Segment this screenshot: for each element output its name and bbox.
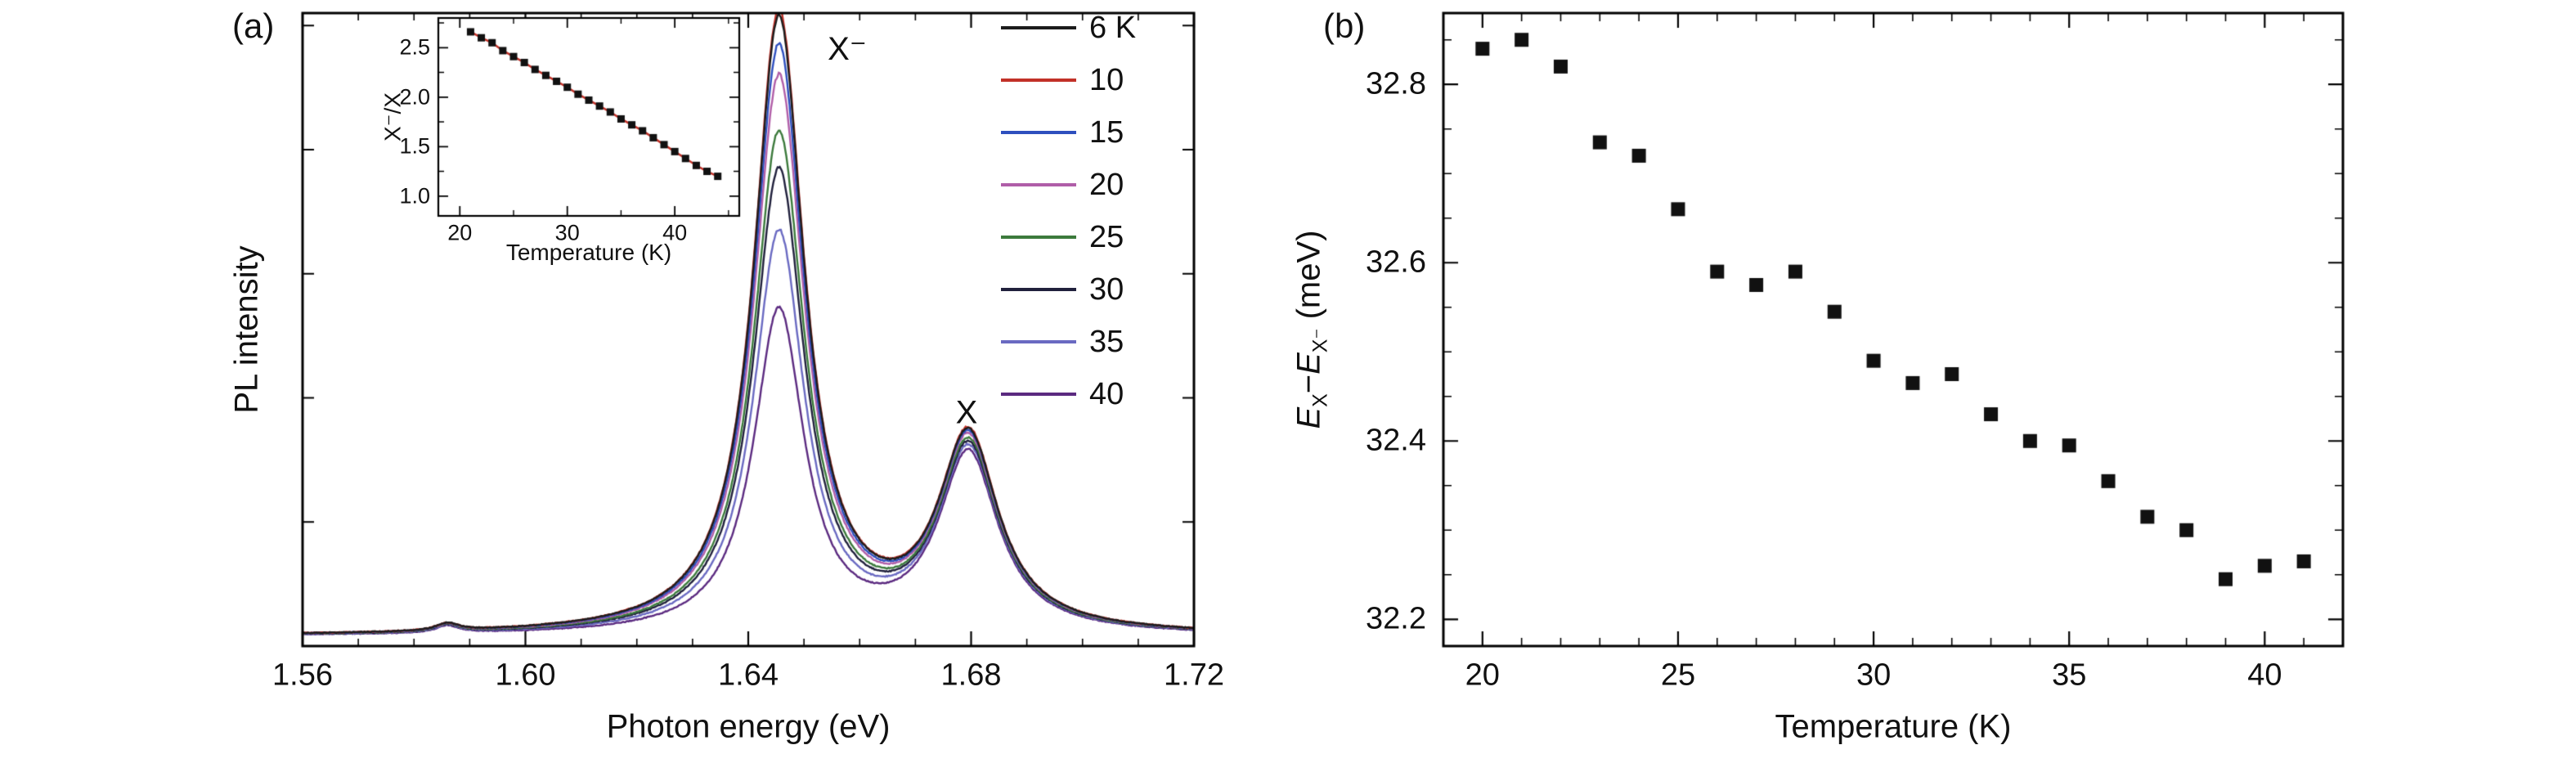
legend-label: 10	[1089, 62, 1124, 97]
legend-item: 30	[1001, 263, 1136, 316]
tick-label: 1.64	[718, 658, 779, 693]
legend-item: 40	[1001, 368, 1136, 420]
tick-label: 2.0	[399, 84, 430, 110]
panel-b-label: (b)	[1323, 7, 1366, 45]
legend-item: 20	[1001, 159, 1136, 211]
trion-peak-annotation: X⁻	[828, 31, 867, 67]
tick-label: 2.5	[399, 34, 430, 60]
legend-label: 35	[1089, 324, 1124, 359]
tick-label: 30	[1856, 658, 1892, 693]
legend-line-swatch	[1001, 79, 1076, 82]
tick-label: 32.6	[1366, 245, 1426, 280]
legend-line-swatch	[1001, 340, 1076, 343]
tick-label: 40	[2247, 658, 2282, 693]
legend-label: 30	[1089, 272, 1124, 307]
legend-item: 25	[1001, 211, 1136, 263]
tick-label: 20	[447, 220, 473, 245]
legend-label: 20	[1089, 167, 1124, 202]
legend-label: 25	[1089, 219, 1124, 254]
tick-label: 32.2	[1366, 601, 1426, 636]
panel-b-xlabel: Temperature (K)	[1775, 708, 2012, 745]
tick-label: 20	[1465, 658, 1500, 693]
tick-label: 32.4	[1366, 423, 1426, 458]
inset-xlabel: Temperature (K)	[505, 240, 672, 265]
legend-line-swatch	[1001, 393, 1076, 396]
panel-b-ylabel: EX−EX⁻ (meV)	[1291, 231, 1333, 429]
tick-label: 1.0	[399, 183, 430, 209]
tick-label: 1.68	[940, 658, 1002, 693]
panel-a-ylabel: PL intensity	[228, 245, 265, 414]
tick-label: 30	[554, 220, 580, 245]
panel-b-ylabel-sub1: X	[1309, 393, 1332, 407]
legend-label: 15	[1089, 114, 1124, 150]
tick-label: 1.5	[399, 133, 430, 159]
panel-b-ylabel-unit: (meV)	[1290, 230, 1327, 329]
panel-a-xlabel: Photon energy (eV)	[606, 708, 891, 745]
tick-label: 1.56	[272, 658, 333, 693]
panel-b-ylabel-e1: E	[1290, 406, 1327, 429]
panel-b-ylabel-minus: −	[1290, 374, 1327, 394]
legend-item: 35	[1001, 316, 1136, 368]
legend-item: 15	[1001, 106, 1136, 159]
tick-label: 35	[2052, 658, 2087, 693]
tick-label: 25	[1660, 658, 1696, 693]
panel-b-ylabel-e2: E	[1290, 352, 1327, 375]
exciton-peak-annotation: X	[955, 394, 978, 431]
tick-label: 32.8	[1366, 66, 1426, 101]
legend: 6 K 10 15 20 25 30 35 40	[1001, 2, 1136, 420]
legend-line-swatch	[1001, 288, 1076, 291]
legend-line-swatch	[1001, 183, 1076, 186]
tick-label: 40	[662, 220, 688, 245]
legend-line-swatch	[1001, 131, 1076, 134]
tick-label: 1.60	[495, 658, 556, 693]
panel-b-ylabel-sub2: X⁻	[1309, 328, 1332, 353]
tick-label: 1.72	[1164, 658, 1224, 693]
panel-a-label: (a)	[232, 7, 275, 45]
legend-line-swatch	[1001, 236, 1076, 239]
legend-line-swatch	[1001, 26, 1076, 29]
legend-label: 6 K	[1089, 10, 1137, 45]
legend-label: 40	[1089, 376, 1124, 411]
legend-item: 10	[1001, 54, 1136, 106]
legend-item: 6 K	[1001, 2, 1136, 54]
